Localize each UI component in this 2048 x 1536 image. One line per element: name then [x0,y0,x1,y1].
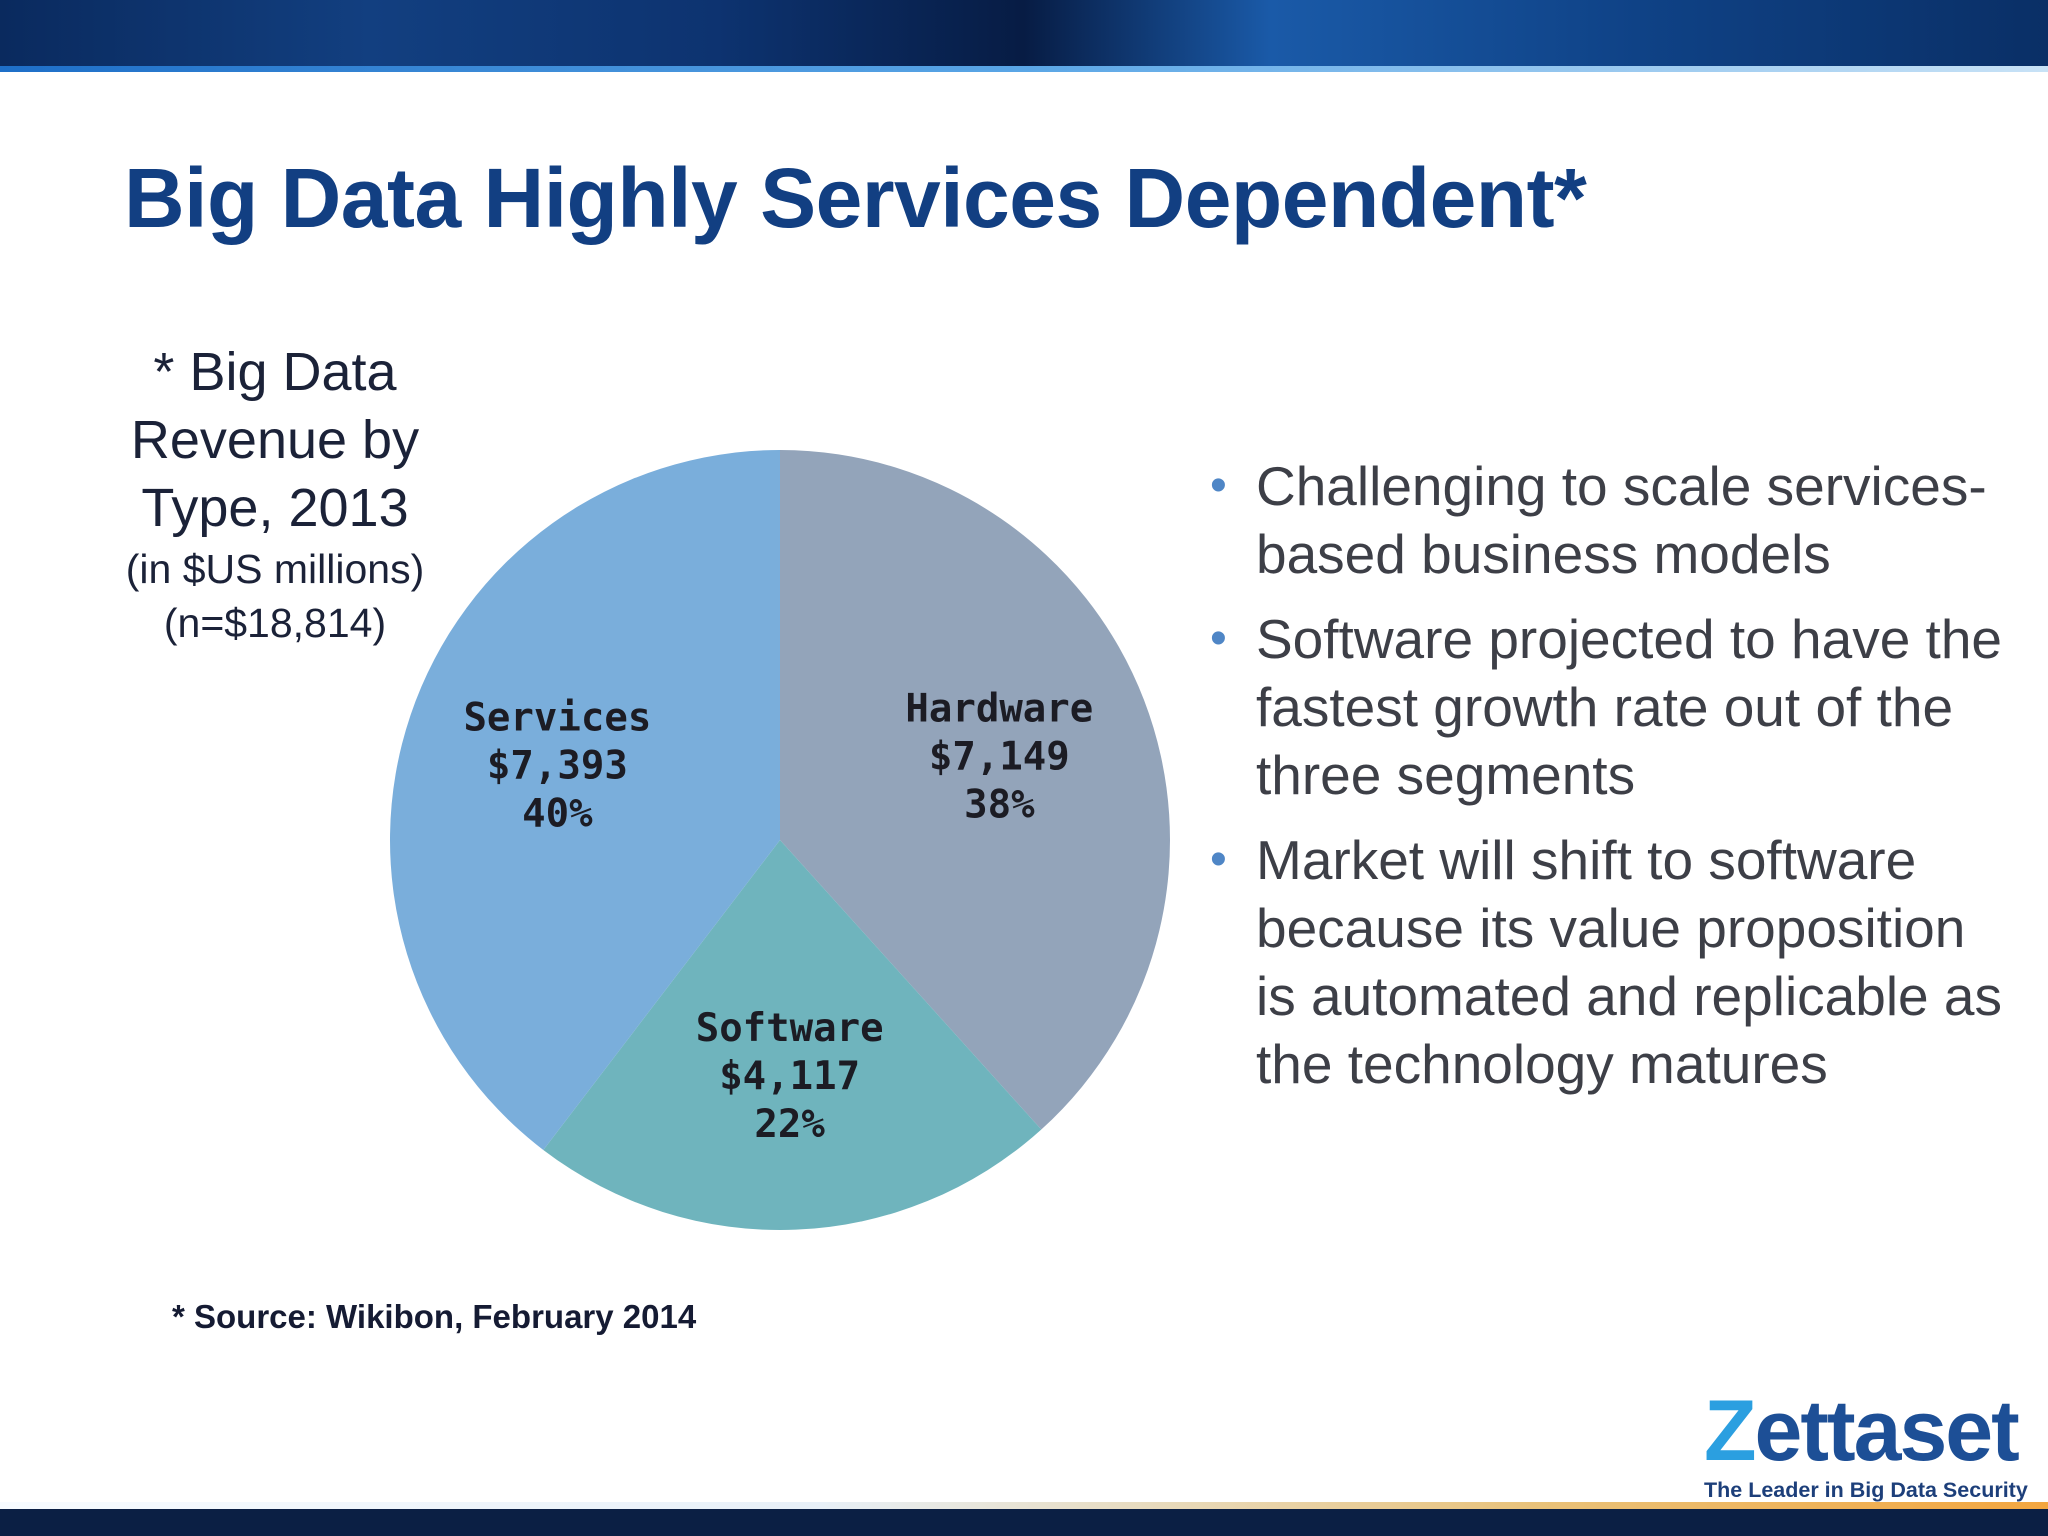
pie-slice-software [543,840,1042,1230]
caption-total: (n=$18,814) [163,600,387,646]
pie-slice-hardware [780,450,1170,1130]
bullet-item: Software projected to have the fastest g… [1210,605,2010,809]
bullet-item: Challenging to scale services-based busi… [1210,452,2010,588]
pie-slice-services [389,450,780,1150]
caption-line: Type, 2013 [141,478,409,538]
top-banner [0,0,2048,68]
bottom-banner [0,1509,2048,1536]
revenue-pie-chart: Hardware $7,149 38% Software $4,117 22% Servic… [389,450,1170,1230]
bottom-accent-stripe [0,1502,2048,1510]
top-accent-stripe [0,66,2048,72]
caption-line: * Big Data [153,342,397,402]
slice-label-software: Software $4,117 22% [696,1006,884,1147]
source-note: * Source: Wikibon, February 2014 [172,1298,697,1335]
slice-value: $4,117 [719,1054,860,1099]
slide-title: Big Data Highly Services Dependent* [124,151,1587,245]
chart-caption: * Big Data Revenue by Type, 2013 (in $US… [90,338,460,650]
slice-label-hardware: Hardware $7,149 38% [905,687,1093,828]
slice-value: $7,149 [929,735,1070,780]
slice-percent: 22% [754,1102,825,1147]
slice-percent: 38% [964,783,1035,828]
logo-wordmark: Zettaset [1704,1386,2020,1476]
slice-percent: 40% [522,792,593,837]
bullet-item: Market will shift to software because it… [1210,826,2010,1098]
zettaset-logo: Zettaset The Leader in Big Data Security [1704,1386,2028,1502]
slice-name: Hardware [905,687,1093,732]
caption-line: Revenue by [130,410,420,470]
slice-label-services: Services $7,393 40% [463,696,651,837]
caption-units: (in $US millions) [125,546,425,592]
slice-name: Services [463,696,651,741]
logo-word: ettaset [1754,1383,2020,1479]
logo-tagline: The Leader in Big Data Security [1704,1478,2028,1502]
logo-initial: Z [1704,1383,1757,1479]
slice-name: Software [696,1006,884,1051]
slice-value: $7,393 [487,744,628,789]
bullet-list: Challenging to scale services-based busi… [1210,452,2010,1115]
